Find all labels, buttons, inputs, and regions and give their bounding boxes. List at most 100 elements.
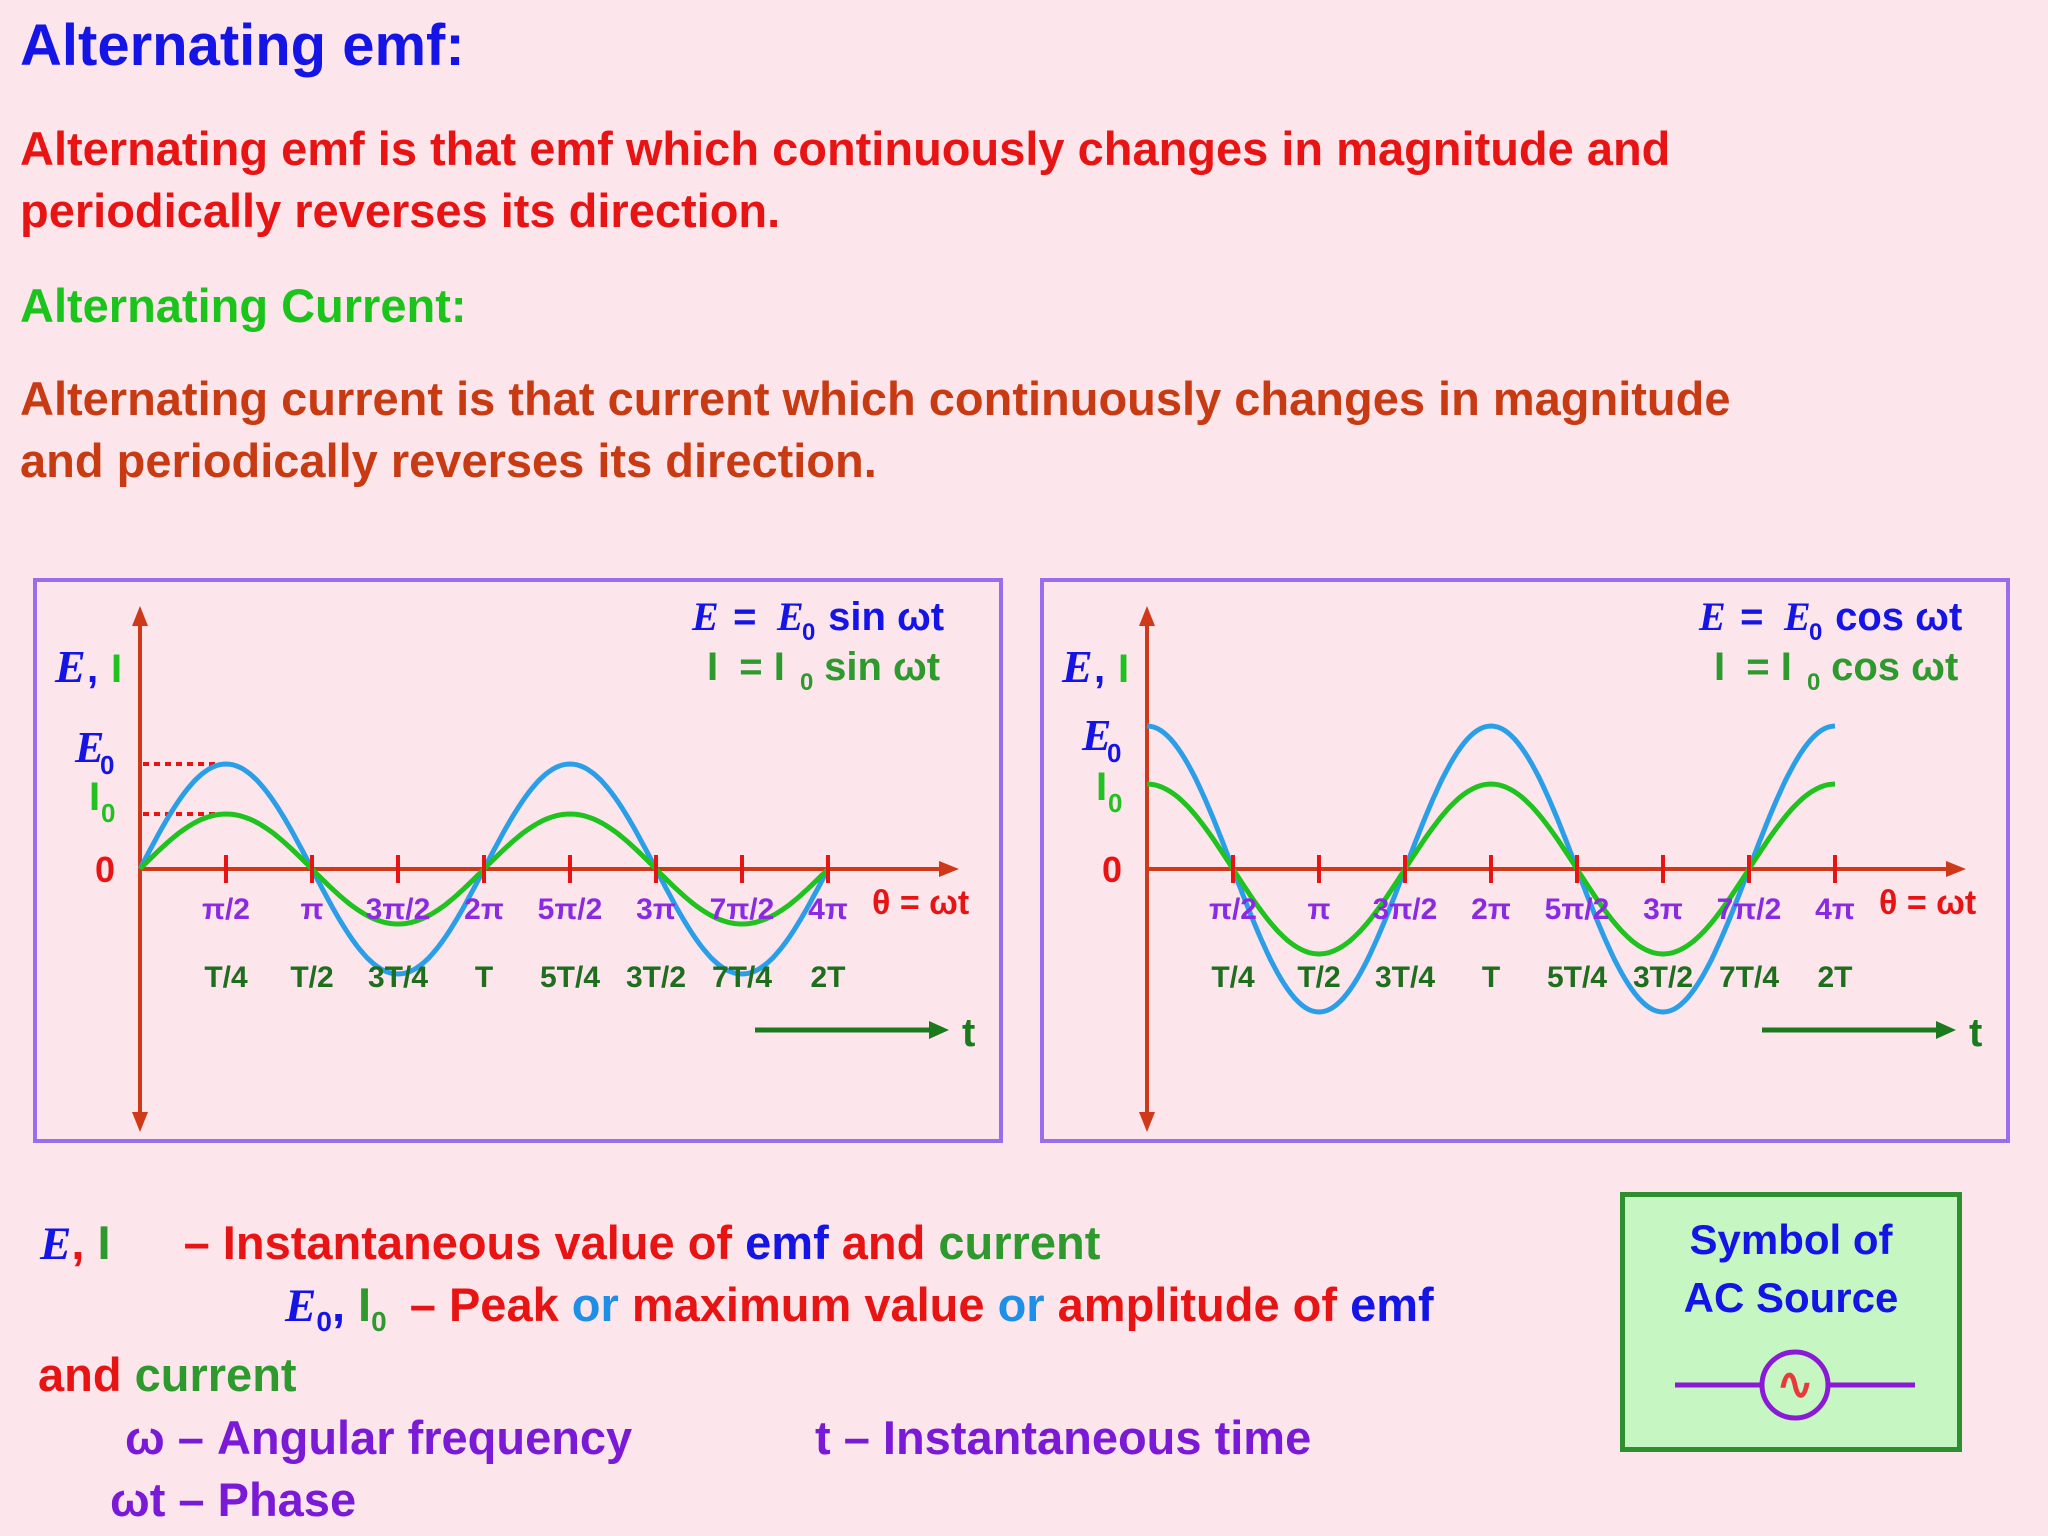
angle-tick-label: π — [301, 893, 324, 926]
angle-tick-label: π — [1308, 893, 1331, 926]
eq-equals: = — [1729, 595, 1775, 639]
eq-e0-sub: 0 — [802, 619, 815, 646]
emf-definition-line-2: periodically reverses its direction. — [20, 184, 781, 237]
current-definition-line-2: and periodically reverses its direction. — [20, 434, 877, 487]
legend-current: current — [938, 1216, 1101, 1269]
time-axis-label: t — [962, 1011, 975, 1055]
origin-label: 0 — [1102, 849, 1122, 890]
emf-curve — [1146, 723, 1836, 1015]
current-heading: Alternating Current: — [20, 279, 467, 332]
y-axis-arrow-up — [132, 606, 148, 626]
time-tick-label: 3T/2 — [626, 961, 686, 994]
symbol-circle — [1759, 1349, 1831, 1421]
emf-equation: E = E 0 sin ωt — [691, 594, 944, 646]
angle-tick-label: 5π/2 — [1545, 893, 1610, 926]
current-curve — [1146, 781, 1836, 957]
eq-i0-sub: 0 — [800, 669, 813, 696]
eq-e0: E — [1783, 594, 1811, 639]
time-tick-label: 7T/4 — [712, 961, 772, 994]
eq-e0: E — [776, 594, 804, 639]
x-axis-label: θ = ωt — [1879, 884, 1976, 922]
legend-phase: ωt – Phase — [110, 1473, 357, 1526]
legend-current-2: current — [134, 1348, 297, 1401]
angle-tick-label: 7π/2 — [1717, 893, 1782, 926]
x-axis-label: θ = ωt — [872, 884, 969, 922]
eq-e: E — [691, 594, 719, 639]
emf-definition-line-1: Alternating emf is that emf which contin… — [20, 122, 1671, 175]
x-axis-arrow — [939, 861, 959, 877]
time-tick-label: 3T/2 — [1633, 961, 1693, 994]
y-axis-arrow-down — [1139, 1112, 1155, 1132]
time-tick-label: 7T/4 — [1719, 961, 1779, 994]
eq-current-rest: cos ωt — [1820, 645, 1958, 689]
legend-peak-text: – Peak — [409, 1278, 572, 1331]
e0-subscript: 0 — [100, 750, 114, 780]
legend-or-2: or — [997, 1278, 1045, 1331]
sine-graph: π/2 T/4 π T/2 3π/2 3T/4 2π T 5π/2 5T/4 3π 3T/2 7π/2 7… — [54, 594, 975, 1132]
legend-i0: I — [345, 1278, 372, 1331]
origin-label: 0 — [95, 849, 115, 890]
legend-line-peak: E0, I0 – Peak or maximum value or amplit… — [285, 1277, 1434, 1338]
i0-subscript: 0 — [101, 798, 115, 828]
eq-i: I — [1714, 645, 1725, 689]
angle-tick-label: 3π — [636, 893, 676, 926]
angle-tick-label: 2π — [1471, 893, 1511, 926]
eq-e0-sub: 0 — [1809, 619, 1822, 646]
time-tick-label: 5T/4 — [540, 961, 600, 994]
y-label-i: I — [1118, 647, 1129, 691]
legend-and-2: and — [38, 1348, 135, 1401]
angle-tick-label: 5π/2 — [538, 893, 603, 926]
eq-equals: = — [722, 595, 768, 639]
i0-label: I — [89, 775, 100, 819]
y-axis-label: E , I — [54, 641, 122, 692]
angle-tick-label: 3π — [1643, 893, 1683, 926]
cosine-graph-panel: π/2 T/4 π T/2 3π/2 3T/4 2π T 5π/2 5T/4 3π 3T/2 7π/2 7… — [1040, 578, 2010, 1143]
legend-line-and-current: and current — [38, 1347, 297, 1402]
legend-amplitude: amplitude of — [1044, 1278, 1351, 1331]
sine-wave-icon: ∿ — [1777, 1360, 1814, 1409]
current-definition-line-1: Alternating current is that current whic… — [20, 372, 1731, 425]
angle-tick-label: π/2 — [202, 893, 250, 926]
legend-instantaneous-text: – Instantaneous value of — [183, 1216, 746, 1269]
time-axis-label: t — [1969, 1011, 1982, 1055]
time-tick-label: T/4 — [1211, 961, 1255, 994]
y-label-comma: , — [87, 647, 98, 691]
eq-i0-sub: 0 — [1807, 669, 1820, 696]
angle-tick-label: 7π/2 — [710, 893, 775, 926]
time-tick-label: 3T/4 — [368, 961, 428, 994]
cosine-graph: π/2 T/4 π T/2 3π/2 3T/4 2π T 5π/2 5T/4 3π 3T/2 7π/2 7… — [1061, 594, 1982, 1132]
time-tick-label: T/4 — [204, 961, 248, 994]
legend-and: and — [828, 1216, 939, 1269]
ac-source-symbol: ∿ — [1675, 1349, 1915, 1421]
legend-omega: ω – Angular frequency — [125, 1411, 633, 1464]
y-label-comma: , — [1094, 647, 1105, 691]
eq-i-equals: = I — [1724, 645, 1792, 689]
eq-e: E — [1698, 594, 1726, 639]
i0-subscript: 0 — [1108, 788, 1122, 818]
emf-definition: Alternating emf is that emf which contin… — [20, 118, 1670, 242]
current-equation: I = I 0 sin ωt — [707, 645, 940, 696]
eq-i: I — [707, 645, 718, 689]
time-tick-label: 2T — [1817, 961, 1852, 994]
angle-tick-label: 3π/2 — [1373, 893, 1438, 926]
legend-line-instantaneous: E, I – Instantaneous value of emf and cu… — [40, 1215, 1100, 1271]
y-axis-arrow-down — [132, 1112, 148, 1132]
sine-graph-panel: π/2 T/4 π T/2 3π/2 3T/4 2π T 5π/2 5T/4 3π 3T/2 7π/2 7… — [33, 578, 1003, 1143]
legend-emf: emf — [745, 1216, 829, 1269]
i0-label: I — [1096, 765, 1107, 809]
e0-subscript: 0 — [1107, 738, 1121, 768]
y-label-i: I — [111, 647, 122, 691]
angle-tick-label: 4π — [808, 893, 848, 926]
legend-or-1: or — [571, 1278, 619, 1331]
ac-source-symbol-box: Symbol of AC Source ∿ — [1620, 1192, 1962, 1452]
time-tick-label: 5T/4 — [1547, 961, 1607, 994]
angle-tick-label: 4π — [1815, 893, 1855, 926]
symbol-title: Symbol of AC Source — [1683, 1216, 1899, 1321]
eq-i-equals: = I — [717, 645, 785, 689]
time-tick-label: T/2 — [290, 961, 333, 994]
time-tick-label: T — [1482, 961, 1500, 994]
legend-comma-2: , — [331, 1278, 345, 1331]
eq-emf-rest: cos ωt — [1824, 595, 1962, 639]
legend-maximum: maximum value — [618, 1278, 998, 1331]
y-label-e: E — [1061, 641, 1093, 692]
